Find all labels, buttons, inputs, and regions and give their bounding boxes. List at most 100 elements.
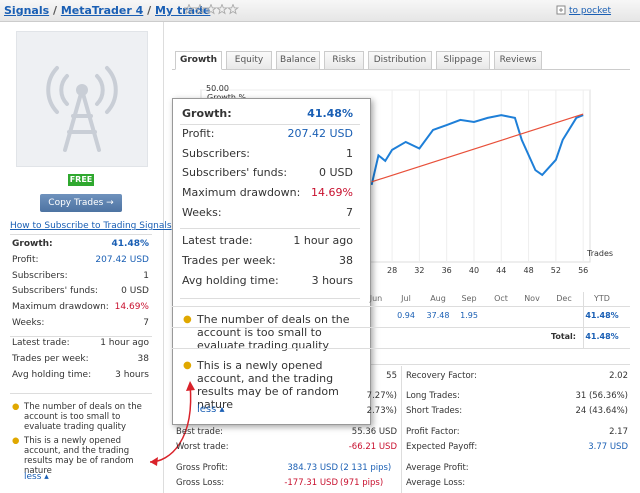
popup-warning: ● The number of deals on the account is t… [183,313,350,352]
detail-label: Recovery Factor: [406,371,477,381]
x-tick-label: 56 [578,266,588,275]
tab[interactable]: Reviews [494,51,542,70]
popup-stat-label: Profit: [182,126,215,140]
detail-label: Gross Loss: [176,478,225,488]
warning: ● The number of deals on the account is t… [12,402,142,432]
tab[interactable]: Risks [324,51,364,70]
detail-label: Gross Profit: [176,463,228,473]
separator [10,336,152,337]
x-axis-label: Trades [586,249,613,258]
detail-extra: (2 131 pips) [340,463,392,473]
table-divider [583,292,584,348]
breadcrumb-separator: / [49,4,61,17]
less-text: less [24,472,42,482]
subscribe-link[interactable]: How to Subscribe to Trading Signals [10,221,172,231]
popup-warning: ● This is a newly opened account, and the… [183,359,339,411]
stat-value: 14.69% [114,302,149,313]
stat-label: Subscribers' funds: [12,286,98,297]
stat-label: Subscribers: [12,270,68,281]
detail-label: Profit Factor: [406,427,460,437]
breadcrumb-link[interactable]: MetaTrader 4 [60,4,144,17]
detail-label: Long Trades: [406,391,460,401]
tab[interactable]: Equity [226,51,272,70]
stat-label: Growth: [12,239,53,249]
popup-stat-label: Avg holding time: [182,274,279,287]
detail-value: 2.73%) [366,406,397,416]
detail-value: 31 (56.36%) [575,391,628,401]
detail-label: Average Profit: [406,463,469,473]
column-divider [163,22,164,493]
popup-stat-value: 14.69% [311,186,353,200]
popup-stat-value: 0 USD [319,166,353,180]
popup-separator [180,124,360,125]
popup-stat-label: Weeks: [182,206,222,219]
month-value: 41.48% [585,311,619,320]
detail-label: Average Loss: [406,478,466,488]
table-line [172,306,630,307]
table-line [172,327,630,328]
detail-value: 384.73 USD [287,463,338,473]
warning-text: The number of deals on the account is to… [197,313,350,352]
tab[interactable]: Growth [175,51,222,70]
detail-value: 55 [386,371,397,381]
x-tick-label: 36 [442,266,452,275]
stat-value: 3 hours [115,369,149,380]
detail-value: 55.36 USD [351,427,397,437]
popup-stat-label: Latest trade: [182,234,253,247]
stat-label: Latest trade: [12,338,70,348]
stat-value: 38 [137,353,149,364]
less-link[interactable]: less ▴ [24,472,49,482]
tab[interactable]: Slippage [436,51,490,70]
total-label: Total: [550,332,576,341]
popup-stat-value: 1 [346,146,353,160]
detail-value: 24 (43.64%) [575,406,628,416]
month-header: Sep [461,294,477,303]
stat-label: Weeks: [12,318,45,328]
detail-divider [401,366,402,493]
detail-value: 2.02 [609,371,628,381]
month-value: 1.95 [460,311,478,320]
detail-label: Worst trade: [176,442,229,452]
popup-stat-value: 207.42 USD [287,126,354,140]
total-value: 41.48% [585,332,619,341]
tab[interactable]: Distribution [368,51,432,70]
popup-stat-label: Trades per week: [182,254,276,267]
stat-value: 41.48% [111,239,150,249]
growth-line [370,114,584,186]
month-value: 37.48 [426,311,450,320]
popup-stat-value: 3 hours [311,274,353,287]
pocket-icon [556,5,566,15]
month-header: Nov [524,294,540,303]
month-value: 0.94 [397,311,415,320]
less-text: less [197,404,217,415]
x-tick-label: 44 [496,266,506,275]
stat-value: 207.42 USD [95,254,149,265]
popup-separator [180,298,360,299]
popup-stat-value: 38 [339,254,353,267]
x-tick-label: 48 [523,266,533,275]
warning-text: This is a newly opened account, and the … [24,436,134,476]
popup-less-link[interactable]: less ▴ [197,404,225,415]
popup-stat-label: Growth: [182,107,232,120]
detail-value: -177.31 USD [284,478,338,488]
popup-stat-value: 1 hour ago [293,234,353,247]
tab[interactable]: Balance [276,51,320,70]
detail-value: 3.77 USD [588,442,628,452]
stat-label: Profit: [12,254,39,265]
month-header: Dec [556,294,572,303]
popup-stat-value: 7 [346,206,353,219]
copy-trades-button[interactable]: Copy Trades → [40,194,122,212]
detail-label: Expected Payoff: [406,442,478,452]
breadcrumb-link[interactable]: Signals [4,4,50,17]
pocket-link[interactable]: to pocket [569,6,612,16]
separator [10,393,152,394]
y-axis-label: Growth % [207,93,247,102]
stat-value: 0 USD [121,286,149,297]
stat-value: 1 [143,270,149,281]
popup-stat-label: Subscribers: [182,146,251,160]
stat-value: 1 hour ago [100,338,149,348]
detail-value: 2.17 [609,427,628,437]
growth-line [371,113,584,183]
table-line [172,348,630,349]
